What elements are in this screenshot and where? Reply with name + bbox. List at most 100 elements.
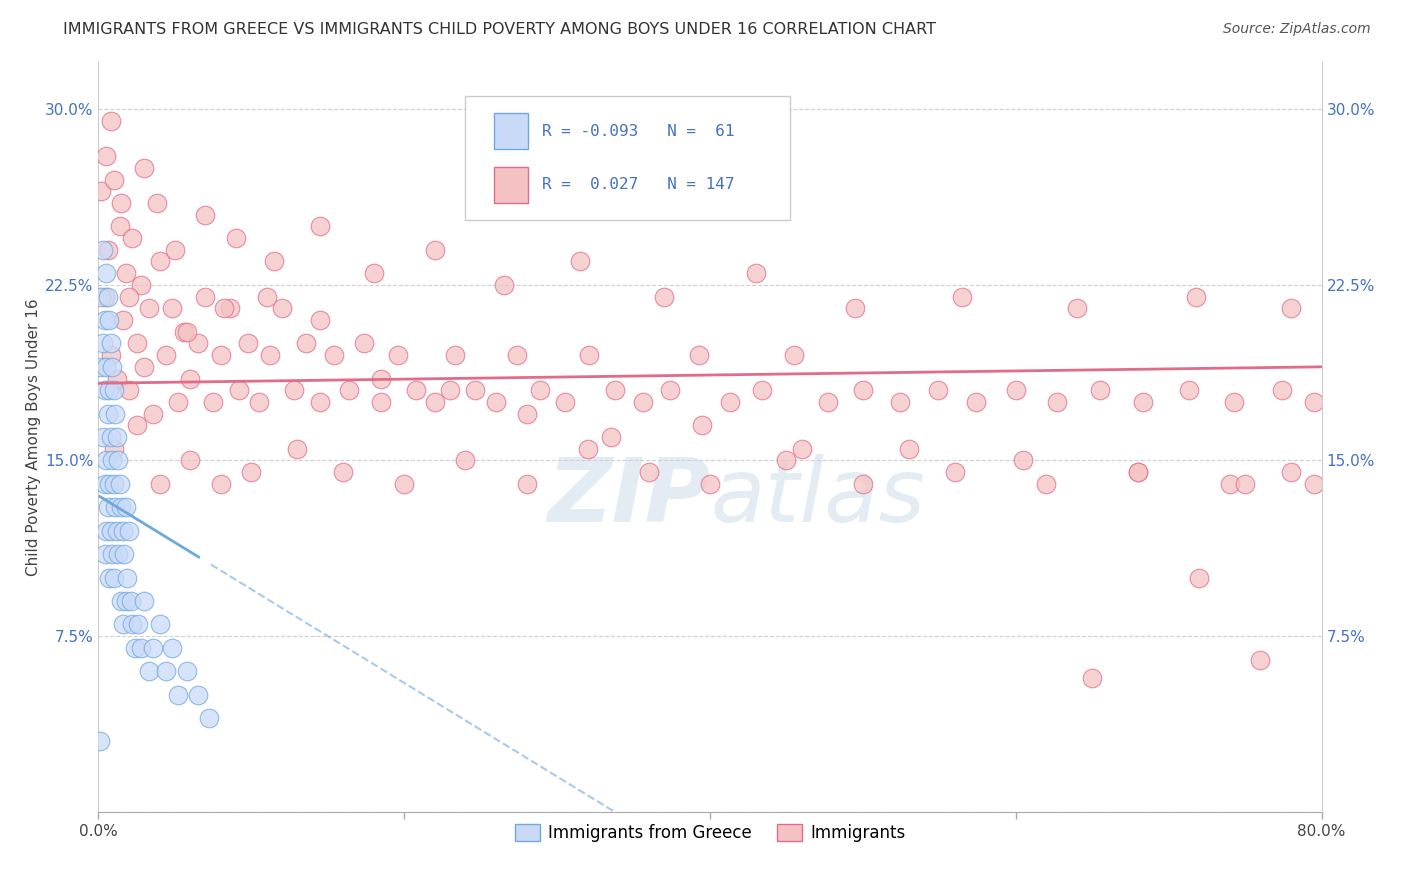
Point	[194, 289, 217, 303]
Point	[115, 500, 138, 515]
Point	[134, 594, 156, 608]
Point	[98, 313, 121, 327]
Point	[127, 617, 149, 632]
Point	[699, 476, 721, 491]
Y-axis label: Child Poverty Among Boys Under 16: Child Poverty Among Boys Under 16	[27, 298, 41, 576]
Point	[516, 407, 538, 421]
Point	[405, 384, 427, 398]
Point	[228, 384, 250, 398]
Point	[817, 395, 839, 409]
Point	[423, 243, 446, 257]
Point	[118, 289, 141, 303]
Point	[516, 476, 538, 491]
Point	[1271, 384, 1294, 398]
Point	[149, 476, 172, 491]
Point	[1035, 476, 1057, 491]
Point	[91, 336, 114, 351]
Point	[115, 594, 138, 608]
Text: IMMIGRANTS FROM GREECE VS IMMIGRANTS CHILD POVERTY AMONG BOYS UNDER 16 CORRELATI: IMMIGRANTS FROM GREECE VS IMMIGRANTS CHI…	[63, 22, 936, 37]
Point	[94, 359, 117, 374]
Point	[118, 524, 141, 538]
Point	[149, 617, 172, 632]
Point	[783, 348, 806, 362]
Point	[125, 336, 148, 351]
Point	[212, 301, 235, 316]
Point	[943, 465, 966, 479]
Point	[202, 395, 225, 409]
Point	[93, 313, 115, 327]
Point	[1219, 476, 1241, 491]
Point	[1279, 465, 1302, 479]
Point	[160, 640, 183, 655]
Point	[309, 313, 332, 327]
Point	[599, 430, 621, 444]
Text: atlas: atlas	[710, 454, 925, 540]
Point	[90, 359, 112, 374]
Point	[1188, 571, 1211, 585]
Point	[129, 640, 152, 655]
Text: ZIP: ZIP	[547, 453, 710, 541]
Text: R =  0.027   N = 147: R = 0.027 N = 147	[543, 178, 735, 192]
Point	[98, 476, 121, 491]
Point	[363, 266, 385, 280]
Point	[115, 266, 138, 280]
Point	[93, 384, 115, 398]
Point	[124, 640, 146, 655]
Point	[142, 640, 165, 655]
Point	[659, 384, 682, 398]
Point	[105, 524, 128, 538]
Point	[1012, 453, 1035, 467]
Point	[285, 442, 308, 456]
Point	[751, 384, 773, 398]
Point	[1046, 395, 1069, 409]
Point	[950, 289, 973, 303]
Point	[652, 289, 675, 303]
Point	[1185, 289, 1208, 303]
Point	[187, 336, 209, 351]
Point	[576, 442, 599, 456]
Point	[100, 336, 122, 351]
Point	[179, 371, 201, 385]
Point	[104, 407, 127, 421]
Point	[167, 688, 190, 702]
Point	[107, 547, 129, 561]
Point	[256, 289, 278, 303]
Point	[844, 301, 866, 316]
Point	[965, 395, 987, 409]
Point	[105, 430, 128, 444]
Point	[94, 266, 117, 280]
Point	[120, 594, 142, 608]
Point	[101, 453, 124, 467]
Point	[309, 219, 332, 234]
Point	[90, 184, 112, 198]
Point	[1177, 384, 1199, 398]
Point	[98, 571, 121, 585]
Point	[1004, 384, 1026, 398]
Point	[98, 384, 121, 398]
Point	[790, 442, 813, 456]
Point	[852, 476, 875, 491]
Point	[529, 384, 551, 398]
Point	[1279, 301, 1302, 316]
Point	[121, 231, 143, 245]
Point	[259, 348, 281, 362]
Point	[111, 524, 134, 538]
Point	[309, 395, 332, 409]
Point	[1223, 395, 1246, 409]
Point	[129, 277, 152, 292]
Point	[332, 465, 354, 479]
Text: R = -0.093   N =  61: R = -0.093 N = 61	[543, 124, 735, 139]
Point	[134, 359, 156, 374]
Point	[155, 348, 177, 362]
Point	[97, 289, 120, 303]
Point	[423, 395, 446, 409]
Point	[1128, 465, 1150, 479]
Point	[209, 476, 232, 491]
Point	[103, 476, 125, 491]
Point	[167, 395, 190, 409]
Point	[370, 395, 392, 409]
Legend: Immigrants from Greece, Immigrants: Immigrants from Greece, Immigrants	[508, 817, 912, 848]
Point	[108, 476, 131, 491]
Point	[103, 571, 125, 585]
Point	[145, 195, 167, 210]
